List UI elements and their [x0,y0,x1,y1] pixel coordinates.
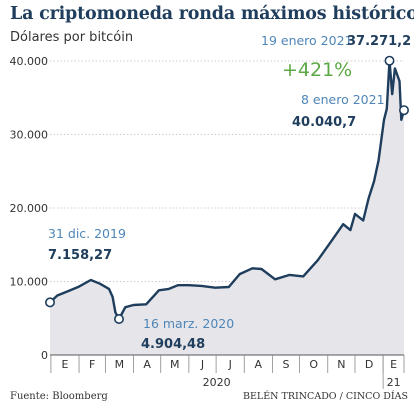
annotation-marker [384,55,395,66]
price-area [50,60,404,355]
x-tick-label: A [143,358,151,371]
annotation-labels: 31 dic. 2019 7.158,27 16 marz. 2020 4.904,4… [48,33,411,352]
chart-title: La criptomoneda ronda máximos históricos [10,4,414,24]
annotation-marker [44,297,55,308]
x-tick-label: E [62,358,69,371]
credit-note: BELÉN TRINCADO / CINCO DÍAS [243,391,408,402]
annotation-value: 7.158,27 [48,248,112,263]
source-note: Fuente: Bloomberg [10,391,108,402]
y-tick-label: 10.000 [10,276,49,289]
annotation-date: 16 marz. 2020 [143,316,234,331]
x-tick-label: N [337,358,345,371]
annotation-date: 19 enero 2021 [261,33,352,48]
x-tick-label: S [283,358,290,371]
price-line [49,59,406,321]
annotation-date: 31 dic. 2019 [48,226,126,241]
annotation-value: 37.271,2 [347,34,411,49]
y-tick-label: 20.000 [10,202,49,215]
x-tick-label: M [115,358,125,371]
annotation-markers [44,55,409,324]
x-tick-label: A [255,358,263,371]
annotation-value: 4.904,48 [141,337,205,352]
x-tick-label: J [228,358,232,371]
year-label: 2020 [203,376,231,389]
x-tick-label: D [365,358,373,371]
annotation-marker [398,105,409,116]
x-tick-label: E [390,358,397,371]
y-tick-label: 30.000 [10,129,49,142]
x-tick-label: O [309,358,318,371]
annotation-value: 40.040,7 [292,115,356,130]
x-tick-label: J [200,358,204,371]
annotation-date: 8 enero 2021 [301,92,385,107]
change-label: +421% [282,59,352,81]
x-tick-label: F [89,358,95,371]
y-axis-ticks: 40.000 30.000 20.000 10.000 0 [10,55,49,362]
x-tick-label: M [170,358,180,371]
y-axis-label: Dólares por bitcóin [10,30,134,45]
annotation-marker [114,313,125,324]
y-tick-label: 40.000 [10,55,49,68]
y-tick-label: 0 [41,349,48,362]
x-axis: E F M A M J J A S O N D E 2020 21 [50,354,405,389]
year-label: 21 [387,376,401,389]
